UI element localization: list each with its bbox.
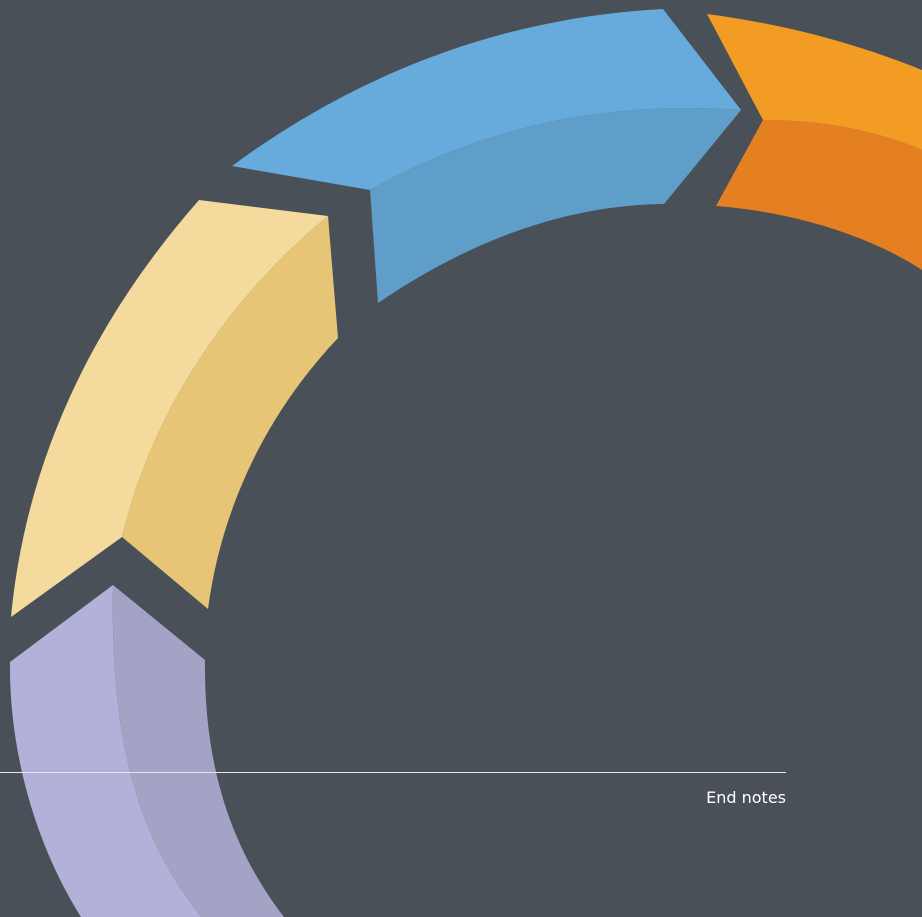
horizontal-divider-rule — [0, 772, 786, 773]
end-notes-section-label: End notes — [706, 788, 786, 807]
blue-arrow-segment — [232, 9, 741, 303]
lavender-arrow-segment — [9, 585, 284, 917]
yellow-arrow-segment — [11, 200, 338, 617]
orange-arrow-segment — [707, 14, 922, 270]
